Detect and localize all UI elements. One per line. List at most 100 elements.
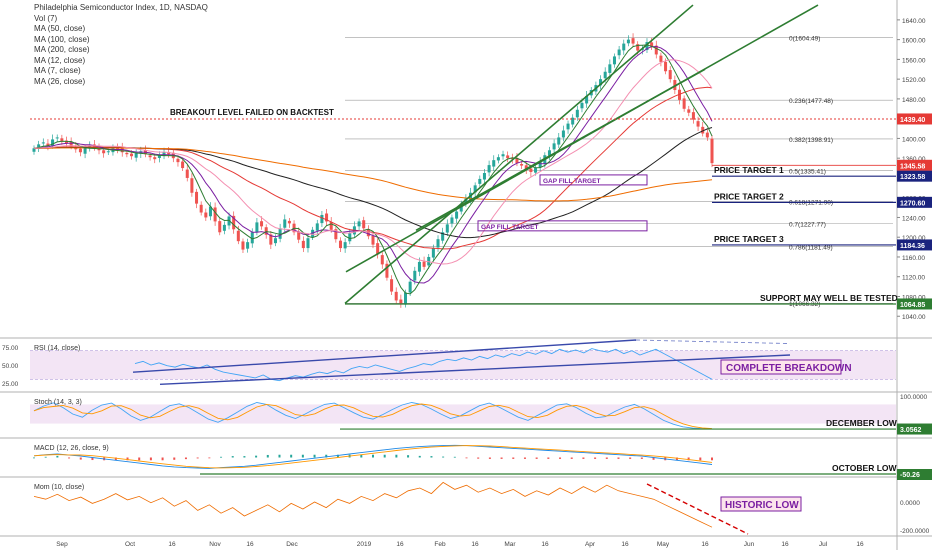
legend-line-ma26: MA (26, close) (34, 76, 86, 86)
price-axis-label: 1240.00 (902, 215, 926, 222)
price-tag-box (897, 113, 932, 125)
candle-body (380, 255, 384, 265)
candle-body (325, 213, 329, 222)
price-tag-box (897, 159, 932, 171)
macd-tag-label: -50.26 (900, 472, 920, 479)
candle-body (394, 291, 398, 301)
macd-histogram-bar (407, 455, 410, 458)
candle-body (496, 157, 500, 161)
moving-average-line (33, 59, 713, 265)
candle-body (492, 160, 496, 167)
rsi-axis-label: 25.00 (2, 381, 19, 388)
moving-average-line (33, 45, 713, 284)
candle-body (181, 161, 185, 169)
x-axis-label: Jul (819, 541, 828, 548)
macd-histogram-bar (138, 457, 141, 461)
candle-body (366, 229, 370, 237)
fib-level-label: 0.5(1335.41) (789, 168, 826, 175)
candle-body (297, 231, 301, 240)
price-tag-label: 1270.60 (900, 200, 925, 207)
candle-body (334, 229, 338, 240)
x-axis-label: Jun (744, 541, 755, 548)
price-axis-label: 1160.00 (902, 255, 925, 262)
stoch-title: Stoch (14, 3, 3) (34, 399, 82, 406)
macd-histogram-bar (629, 457, 632, 459)
x-axis-label: May (657, 541, 670, 548)
macd-title: MACD (12, 26, close, 9) (34, 445, 109, 452)
candle-body (575, 109, 579, 118)
rsi-trendline-ext (635, 339, 791, 345)
candle-body (631, 38, 635, 44)
macd-histogram-bar (465, 457, 468, 459)
candle-body (273, 238, 277, 244)
candle-body (547, 150, 551, 156)
candle-body (376, 243, 380, 255)
candle-body (208, 206, 212, 217)
candle-body (450, 217, 454, 224)
momentum-annotation-label: HISTORIC LOW (725, 500, 799, 511)
gap-fill-label: GAP FILL TARGET (481, 224, 538, 231)
candle-body (603, 71, 607, 79)
momentum-annotation-box (720, 496, 802, 512)
macd-histogram-bar (687, 457, 690, 461)
candle-body (232, 215, 236, 230)
chart-legend: Philadelphia Semiconductor Index, 1D, NA… (34, 3, 208, 87)
candle-body (705, 132, 709, 138)
candle-body (403, 292, 408, 305)
price-tag-label: 1323.58 (900, 174, 925, 181)
candle-body (673, 80, 677, 91)
fib-level-label: 0(1604.49) (789, 35, 820, 42)
legend-line-ma50: MA (50, close) (34, 24, 86, 33)
x-axis-label: 16 (781, 541, 789, 548)
x-axis-label: 16 (168, 541, 176, 548)
fib-level-label: 0.786(1181.49) (789, 244, 833, 251)
momentum-trend-line (646, 483, 749, 535)
price-tag-label: 1184.36 (900, 243, 925, 250)
breakout-level-label: BREAKOUT LEVEL FAILED ON BACKTEST (170, 108, 334, 117)
candle-body (83, 148, 87, 154)
candle-body (357, 221, 361, 227)
candle-body (696, 121, 700, 127)
macd-histogram-bar (336, 454, 339, 458)
candle-body (241, 241, 245, 250)
macd-histogram-bar (220, 456, 223, 458)
candle-body (501, 154, 505, 157)
price-axis-label: 1360.00 (902, 156, 926, 163)
candle-body (552, 143, 556, 150)
candle-body (524, 165, 528, 171)
price-tag-box (897, 239, 932, 251)
price-axis-label: 1120.00 (902, 275, 925, 282)
moving-average-line (33, 44, 713, 295)
candle-body (222, 224, 226, 231)
candle-body (255, 222, 259, 233)
candle-body (482, 173, 486, 180)
candle-body (608, 64, 612, 73)
stoch-axis-label: 100.0000 (900, 394, 927, 401)
rsi-trendline-upper (132, 339, 637, 373)
legend-line-ma7: MA (7, close) (34, 66, 81, 75)
candle-body (622, 43, 626, 51)
candle-body (520, 164, 524, 166)
price-tag-box (897, 196, 932, 208)
candle-body (278, 228, 282, 239)
fib-level-label: 0.618(1271.90) (789, 200, 833, 207)
x-axis-label: 16 (396, 541, 404, 548)
macd-line (33, 444, 713, 469)
legend-line-ma12: MA (12, close) (34, 55, 86, 65)
price-axis-label: 1640.00 (902, 18, 926, 25)
channel-lower-line (415, 68, 706, 231)
x-axis-label: 16 (856, 541, 864, 548)
candle-body (37, 144, 41, 149)
macd-histogram-bar (699, 457, 702, 461)
macd-histogram-bar (582, 457, 585, 459)
x-axis-label: 16 (621, 541, 629, 548)
candle-body (459, 204, 463, 212)
candle-body (78, 148, 82, 153)
candle-body (329, 221, 333, 230)
macd-histogram-bar (208, 457, 211, 459)
candle-body (153, 157, 157, 160)
candle-body (487, 165, 491, 173)
macd-tag-box (897, 469, 932, 480)
fib-level-label: 0.236(1477.48) (789, 98, 833, 105)
